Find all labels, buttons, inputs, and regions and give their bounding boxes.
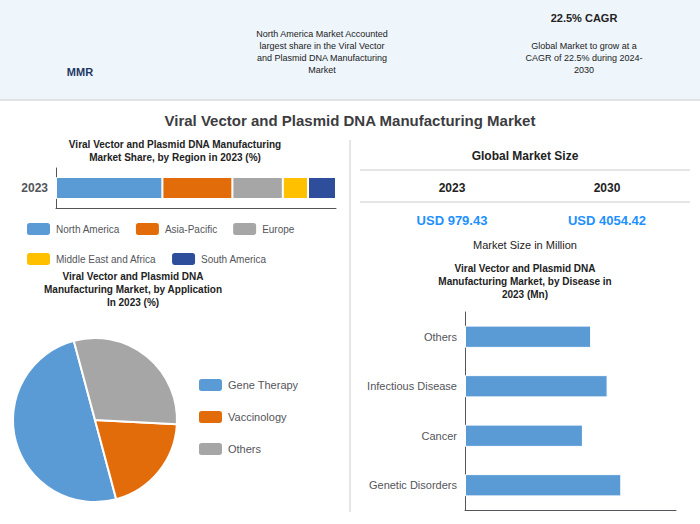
svg-text:MMR: MMR — [67, 66, 93, 78]
svg-text:2030: 2030 — [574, 65, 594, 75]
svg-text:South America: South America — [201, 254, 266, 265]
svg-text:USD 4054.42: USD 4054.42 — [568, 213, 646, 228]
svg-text:Viral Vector and Plasmid DNA M: Viral Vector and Plasmid DNA Manufacturi… — [165, 112, 536, 129]
svg-text:North America: North America — [56, 224, 120, 235]
svg-text:Global Market to grow at a: Global Market to grow at a — [531, 41, 637, 51]
svg-text:Middle East and Africa: Middle East and Africa — [56, 254, 156, 265]
svg-text:Infectious Disease: Infectious Disease — [367, 380, 457, 392]
svg-text:Market: Market — [308, 65, 336, 75]
svg-text:Others: Others — [424, 331, 458, 343]
svg-text:CAGR of 22.5% during 2024-: CAGR of 22.5% during 2024- — [525, 53, 642, 63]
svg-text:Viral Vector and Plasmid DNA: Viral Vector and Plasmid DNA — [63, 271, 204, 282]
svg-text:Others: Others — [228, 443, 262, 455]
svg-text:Europe: Europe — [262, 224, 295, 235]
svg-text:2023 (Mn): 2023 (Mn) — [502, 289, 548, 300]
svg-text:2023: 2023 — [21, 181, 48, 195]
svg-text:Market Size in Million: Market Size in Million — [473, 239, 577, 251]
svg-text:Viral Vector and Plasmid DNA M: Viral Vector and Plasmid DNA Manufacturi… — [69, 139, 281, 150]
svg-text:Manufacturing Market, by Disea: Manufacturing Market, by Disease in — [438, 276, 611, 287]
svg-text:USD 979.43: USD 979.43 — [417, 213, 488, 228]
svg-text:North America Market Accounted: North America Market Accounted — [256, 29, 388, 39]
svg-text:Market Share, by Region in 202: Market Share, by Region in 2023 (%) — [89, 152, 261, 163]
svg-text:Cancer: Cancer — [422, 430, 458, 442]
svg-text:and Plasmid DNA Manufacturing: and Plasmid DNA Manufacturing — [257, 53, 387, 63]
svg-text:22.5% CAGR: 22.5% CAGR — [551, 12, 618, 24]
svg-text:2030: 2030 — [594, 181, 621, 195]
svg-text:2023: 2023 — [439, 181, 466, 195]
svg-text:Global Market Size: Global Market Size — [472, 149, 579, 163]
svg-text:Asia-Pacific: Asia-Pacific — [165, 224, 217, 235]
svg-text:Genetic Disorders: Genetic Disorders — [369, 479, 458, 491]
svg-text:largest share in the Viral Vec: largest share in the Viral Vector — [260, 41, 385, 51]
svg-text:Viral Vector and Plasmid DNA: Viral Vector and Plasmid DNA — [455, 263, 596, 274]
svg-text:Vaccinology: Vaccinology — [228, 411, 287, 423]
svg-text:In 2023 (%): In 2023 (%) — [107, 297, 159, 308]
svg-text:Manufacturing Market, by Appli: Manufacturing Market, by Application — [44, 284, 222, 295]
svg-text:Gene Therapy: Gene Therapy — [228, 379, 299, 391]
